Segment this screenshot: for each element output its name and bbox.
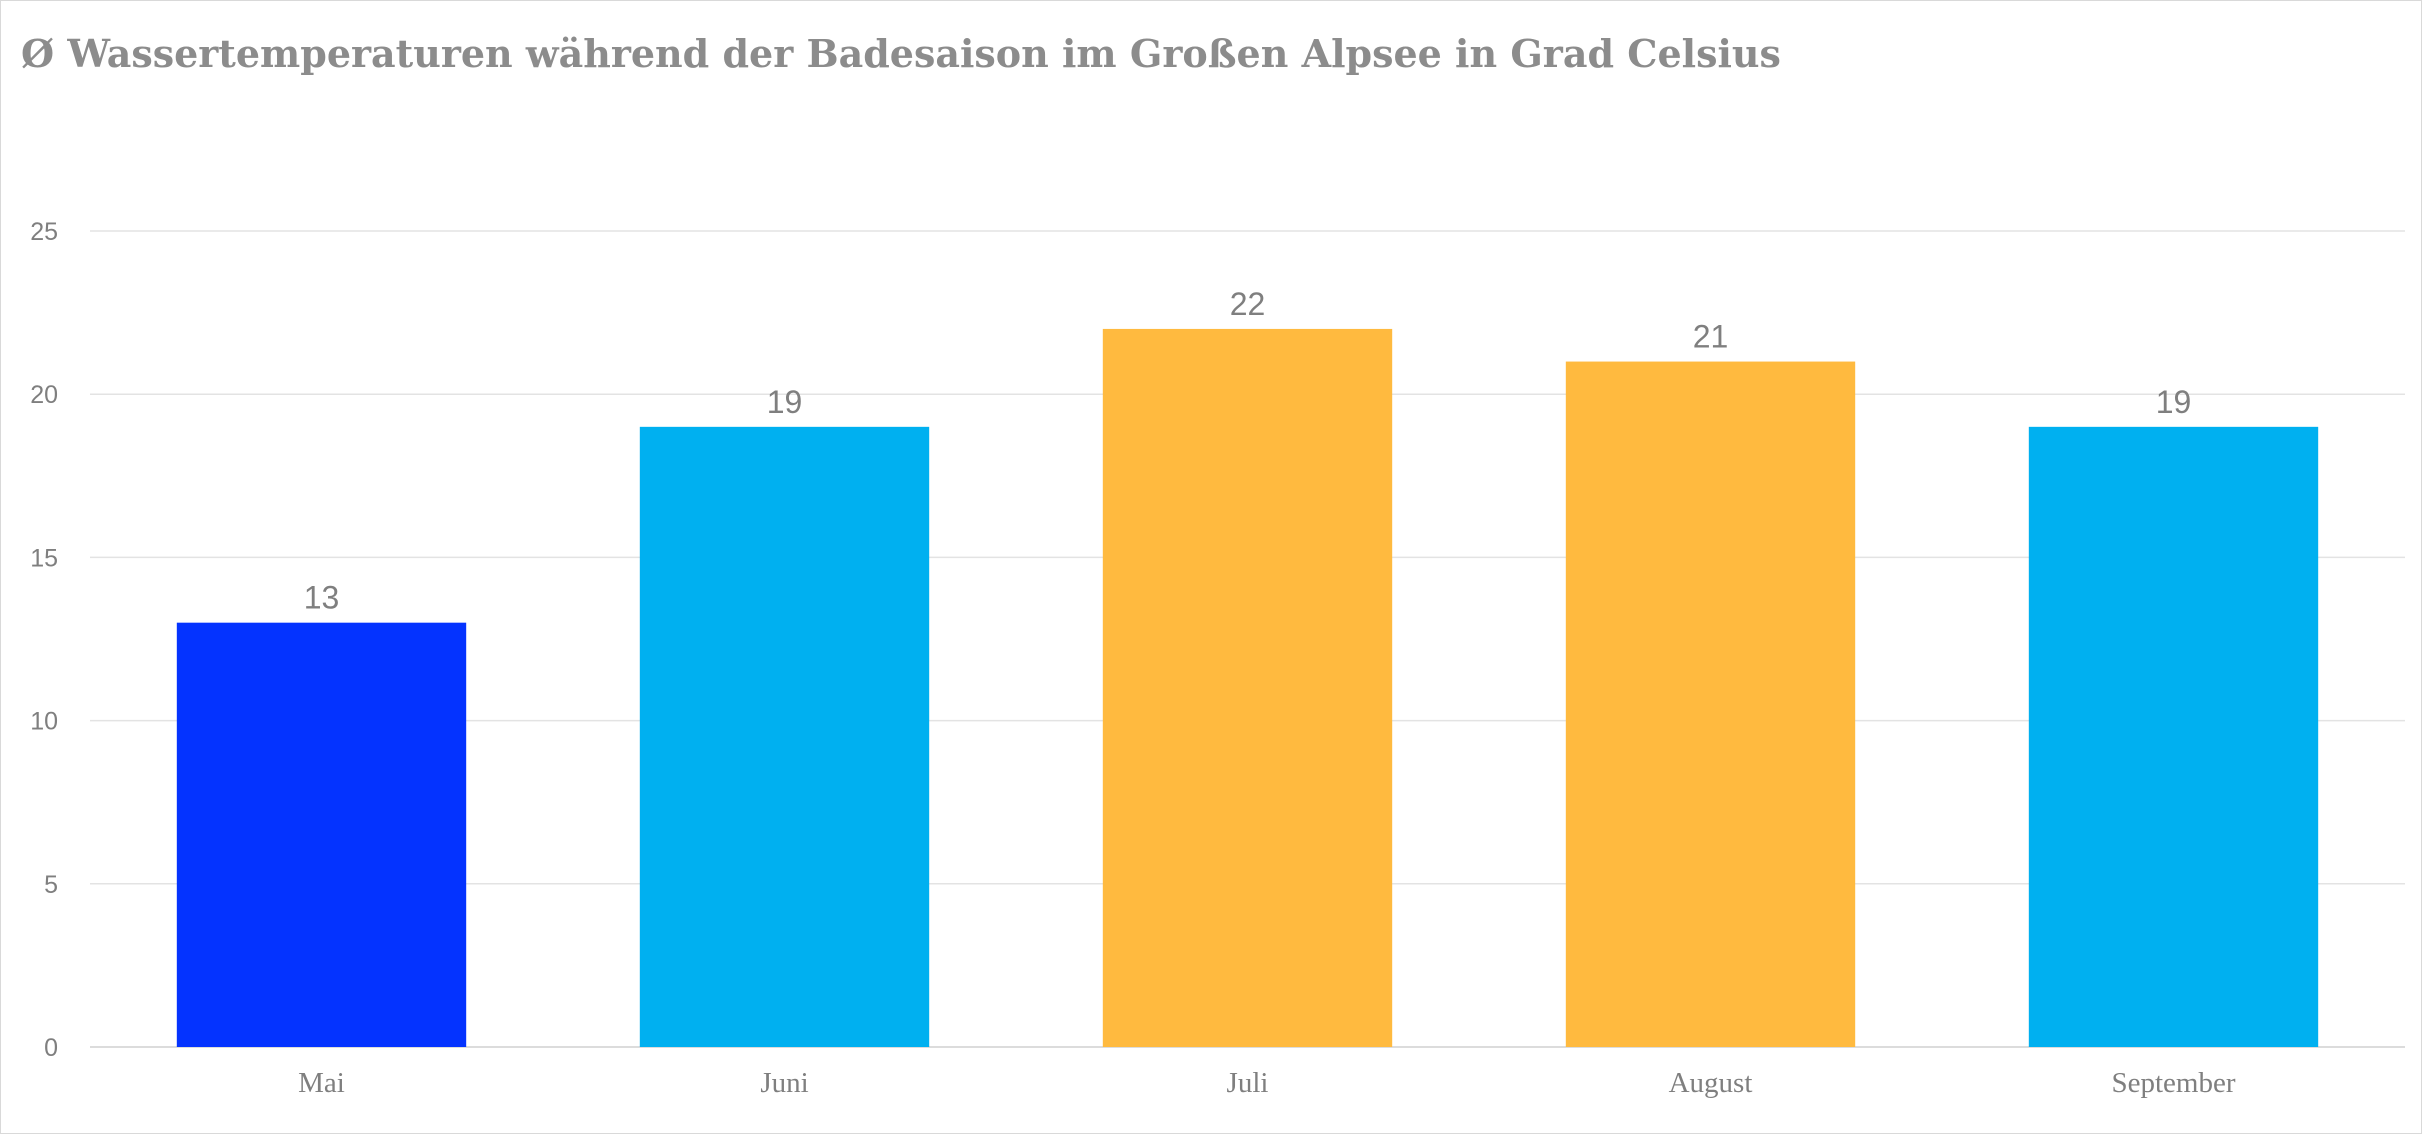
bar-mai	[176, 622, 467, 1047]
x-category-label: August	[1669, 1067, 1753, 1099]
x-category-label: September	[2111, 1067, 2235, 1099]
data-label: 21	[1693, 319, 1729, 355]
data-label: 13	[304, 580, 340, 616]
y-tick-label: 10	[30, 708, 58, 736]
x-category-label: Juli	[1227, 1067, 1269, 1099]
data-label: 19	[2156, 384, 2192, 420]
data-labels: 13 19 22 21 19	[304, 286, 2192, 616]
y-tick-label: 5	[44, 871, 58, 899]
y-tick-label: 0	[44, 1034, 58, 1062]
y-axis-ticks: 0 5 10 15 20 25	[30, 218, 58, 1062]
x-axis-categories: Mai Juni Juli August September	[298, 1067, 2236, 1099]
bar-juni	[639, 426, 930, 1048]
bar-august	[1565, 361, 1856, 1047]
bar-juli	[1102, 328, 1393, 1047]
bars	[176, 328, 2319, 1048]
y-tick-label: 20	[30, 381, 58, 409]
x-category-label: Mai	[298, 1067, 345, 1099]
y-tick-label: 25	[30, 218, 58, 246]
bar-september	[2028, 426, 2319, 1048]
y-tick-label: 15	[30, 544, 58, 572]
x-category-label: Juni	[760, 1067, 808, 1099]
chart-title: Ø Wassertemperaturen während der Badesai…	[21, 31, 1781, 76]
data-label: 22	[1230, 286, 1266, 322]
data-label: 19	[767, 384, 803, 420]
